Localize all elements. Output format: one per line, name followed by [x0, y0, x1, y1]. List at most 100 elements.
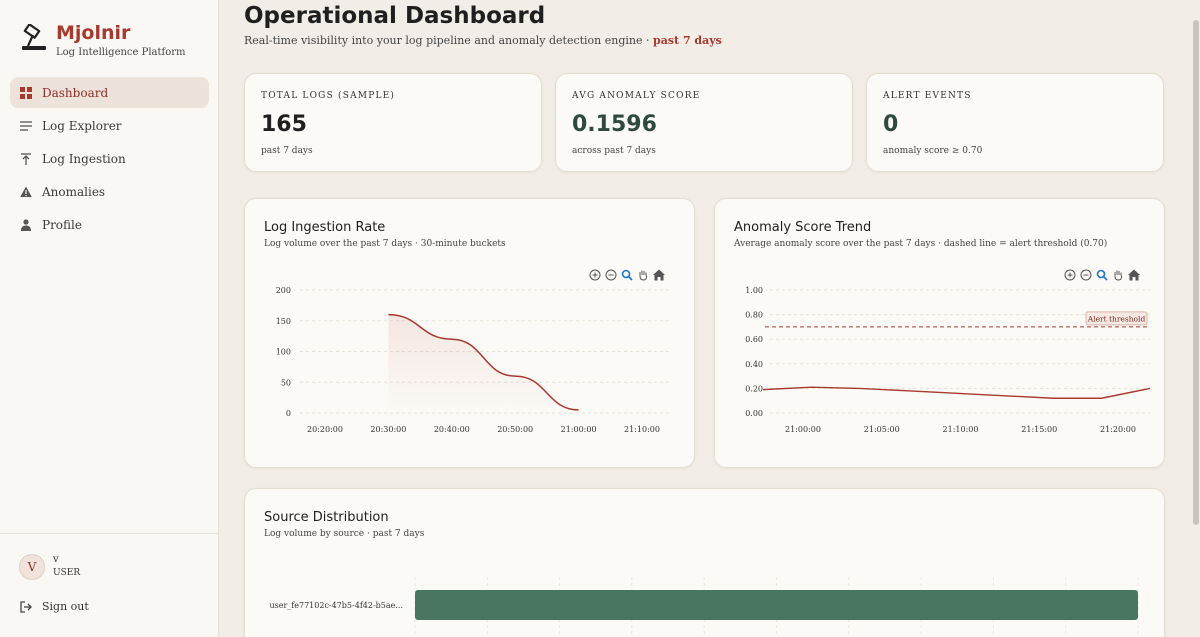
chart-subtitle: Log volume by source · past 7 days	[264, 529, 425, 539]
y-tick-label: 0.80	[745, 311, 763, 320]
zoom-in-icon[interactable]	[588, 268, 601, 281]
pan-hand-icon[interactable]	[1111, 268, 1124, 281]
y-tick-label: 0.00	[745, 409, 763, 418]
reset-home-icon[interactable]	[1127, 268, 1140, 281]
sign-out-button[interactable]: Sign out	[20, 600, 89, 613]
user-name: v	[53, 554, 59, 565]
y-tick-label: 0.20	[745, 384, 763, 393]
source-bar	[415, 590, 1138, 620]
x-tick-label: 21:20:00	[1100, 425, 1136, 434]
y-tick-label: 0	[286, 409, 291, 418]
sidebar-item-label: Log Explorer	[42, 118, 122, 133]
page-subtitle-text: Real-time visibility into your log pipel…	[244, 34, 650, 47]
scrollbar-thumb[interactable]	[1193, 20, 1199, 525]
stat-card-avg-anomaly: AVG ANOMALY SCORE 0.1596 across past 7 d…	[555, 73, 853, 172]
sidebar-item-label: Dashboard	[42, 85, 109, 100]
sidebar-item-dashboard[interactable]: Dashboard	[10, 77, 209, 108]
reset-home-icon[interactable]	[652, 268, 665, 281]
series-line	[388, 313, 579, 411]
selection-zoom-icon[interactable]	[1095, 268, 1108, 281]
range-highlight: past 7 days	[653, 34, 722, 47]
chart-subtitle: Log volume over the past 7 days · 30-min…	[264, 239, 506, 249]
y-tick-label: 150	[276, 317, 291, 326]
chart-toolbar	[1063, 268, 1140, 281]
user-icon	[20, 218, 32, 231]
series-area	[388, 314, 579, 413]
sidebar-item-label: Log Ingestion	[42, 151, 126, 166]
x-tick-label: 21:00:00	[561, 425, 597, 434]
zoom-out-icon[interactable]	[1079, 268, 1092, 281]
x-tick-label: 21:00:00	[785, 425, 821, 434]
x-tick-label: 21:10:00	[943, 425, 979, 434]
chart-subtitle: Average anomaly score over the past 7 da…	[734, 239, 1108, 249]
stat-label: TOTAL LOGS (SAMPLE)	[261, 91, 396, 101]
stat-subtext: past 7 days	[261, 146, 313, 156]
zoom-in-icon[interactable]	[1063, 268, 1076, 281]
stat-card-alert-events: ALERT EVENTS 0 anomaly score ≥ 0.70	[866, 73, 1164, 172]
x-tick-label: 21:15:00	[1021, 425, 1057, 434]
zoom-out-icon[interactable]	[604, 268, 617, 281]
pan-hand-icon[interactable]	[636, 268, 649, 281]
x-tick-label: 20:20:00	[307, 425, 343, 434]
x-tick-label: 21:10:00	[624, 425, 660, 434]
anomaly-chart-card: Anomaly Score Trend Average anomaly scor…	[714, 198, 1165, 468]
page-subtitle: Real-time visibility into your log pipel…	[244, 34, 722, 47]
selection-zoom-icon[interactable]	[620, 268, 633, 281]
list-icon	[20, 120, 32, 132]
sidebar: Mjolnir Log Intelligence Platform Dashbo…	[0, 0, 219, 637]
y-tick-label: 0.60	[745, 335, 763, 344]
ingestion-chart: 200 150 100 50 0 20:20:00 20:30:00 20:40:00 20:5…	[276, 286, 670, 434]
user-profile[interactable]: V v USER	[19, 554, 80, 580]
sidebar-item-label: Profile	[42, 217, 82, 232]
source-chart: user_fe77102c-47b5-4f42-b5ae...	[269, 577, 1139, 637]
chart-title: Source Distribution	[264, 510, 389, 525]
scrollbar[interactable]	[1192, 0, 1200, 637]
sidebar-item-profile[interactable]: Profile	[10, 209, 209, 240]
sign-out-icon	[20, 600, 32, 613]
y-tick-label: 1.00	[745, 286, 763, 295]
threshold-label: Alert threshold	[1087, 314, 1146, 323]
stat-subtext: across past 7 days	[572, 146, 656, 156]
brand-subtitle: Log Intelligence Platform	[56, 47, 186, 58]
x-tick-label: 20:40:00	[434, 425, 470, 434]
threshold-label-box	[1085, 311, 1148, 326]
anomaly-chart: 1.00 0.80 0.60 0.40 0.20 0.00 21:00:00 21:05:00…	[745, 286, 1151, 434]
avatar: V	[19, 554, 45, 580]
sidebar-item-anomalies[interactable]: Anomalies	[10, 176, 209, 207]
sidebar-item-log-explorer[interactable]: Log Explorer	[10, 110, 209, 141]
hammer-logo-icon	[22, 24, 46, 50]
warning-icon	[20, 186, 32, 198]
source-distribution-card: Source Distribution Log volume by source…	[244, 488, 1165, 637]
ingestion-chart-card: Log Ingestion Rate Log volume over the p…	[244, 198, 695, 468]
sidebar-footer: V v USER Sign out	[0, 533, 219, 637]
stat-subtext: anomaly score ≥ 0.70	[883, 146, 983, 156]
brand[interactable]: Mjolnir Log Intelligence Platform	[20, 22, 186, 58]
source-label: user_fe77102c-47b5-4f42-b5ae...	[269, 601, 403, 610]
chart-title: Anomaly Score Trend	[734, 220, 872, 235]
y-tick-label: 50	[281, 378, 291, 387]
series-line	[762, 386, 1151, 399]
stat-value: 0.1596	[572, 112, 657, 137]
sidebar-nav: Dashboard Log Explorer Log Ingestion Ano…	[10, 77, 209, 242]
stat-label: AVG ANOMALY SCORE	[572, 91, 701, 101]
sign-out-label: Sign out	[42, 600, 89, 613]
x-tick-label: 20:50:00	[497, 425, 533, 434]
stat-value: 0	[883, 112, 899, 137]
stat-value: 165	[261, 112, 307, 137]
brand-name: Mjolnir	[56, 22, 131, 44]
stat-card-total-logs: TOTAL LOGS (SAMPLE) 165 past 7 days	[244, 73, 542, 172]
y-tick-label: 200	[276, 286, 291, 295]
user-role: USER	[53, 568, 81, 578]
upload-icon	[20, 152, 32, 165]
stat-label: ALERT EVENTS	[883, 91, 972, 101]
grid-icon	[20, 86, 32, 99]
chart-toolbar	[588, 268, 665, 281]
y-tick-label: 100	[276, 348, 291, 357]
y-tick-label: 0.40	[745, 360, 763, 369]
page-title: Operational Dashboard	[244, 3, 546, 29]
chart-title: Log Ingestion Rate	[264, 220, 386, 235]
sidebar-item-label: Anomalies	[42, 184, 106, 199]
sidebar-item-log-ingestion[interactable]: Log Ingestion	[10, 143, 209, 174]
x-tick-label: 20:30:00	[370, 425, 406, 434]
x-tick-label: 21:05:00	[864, 425, 900, 434]
